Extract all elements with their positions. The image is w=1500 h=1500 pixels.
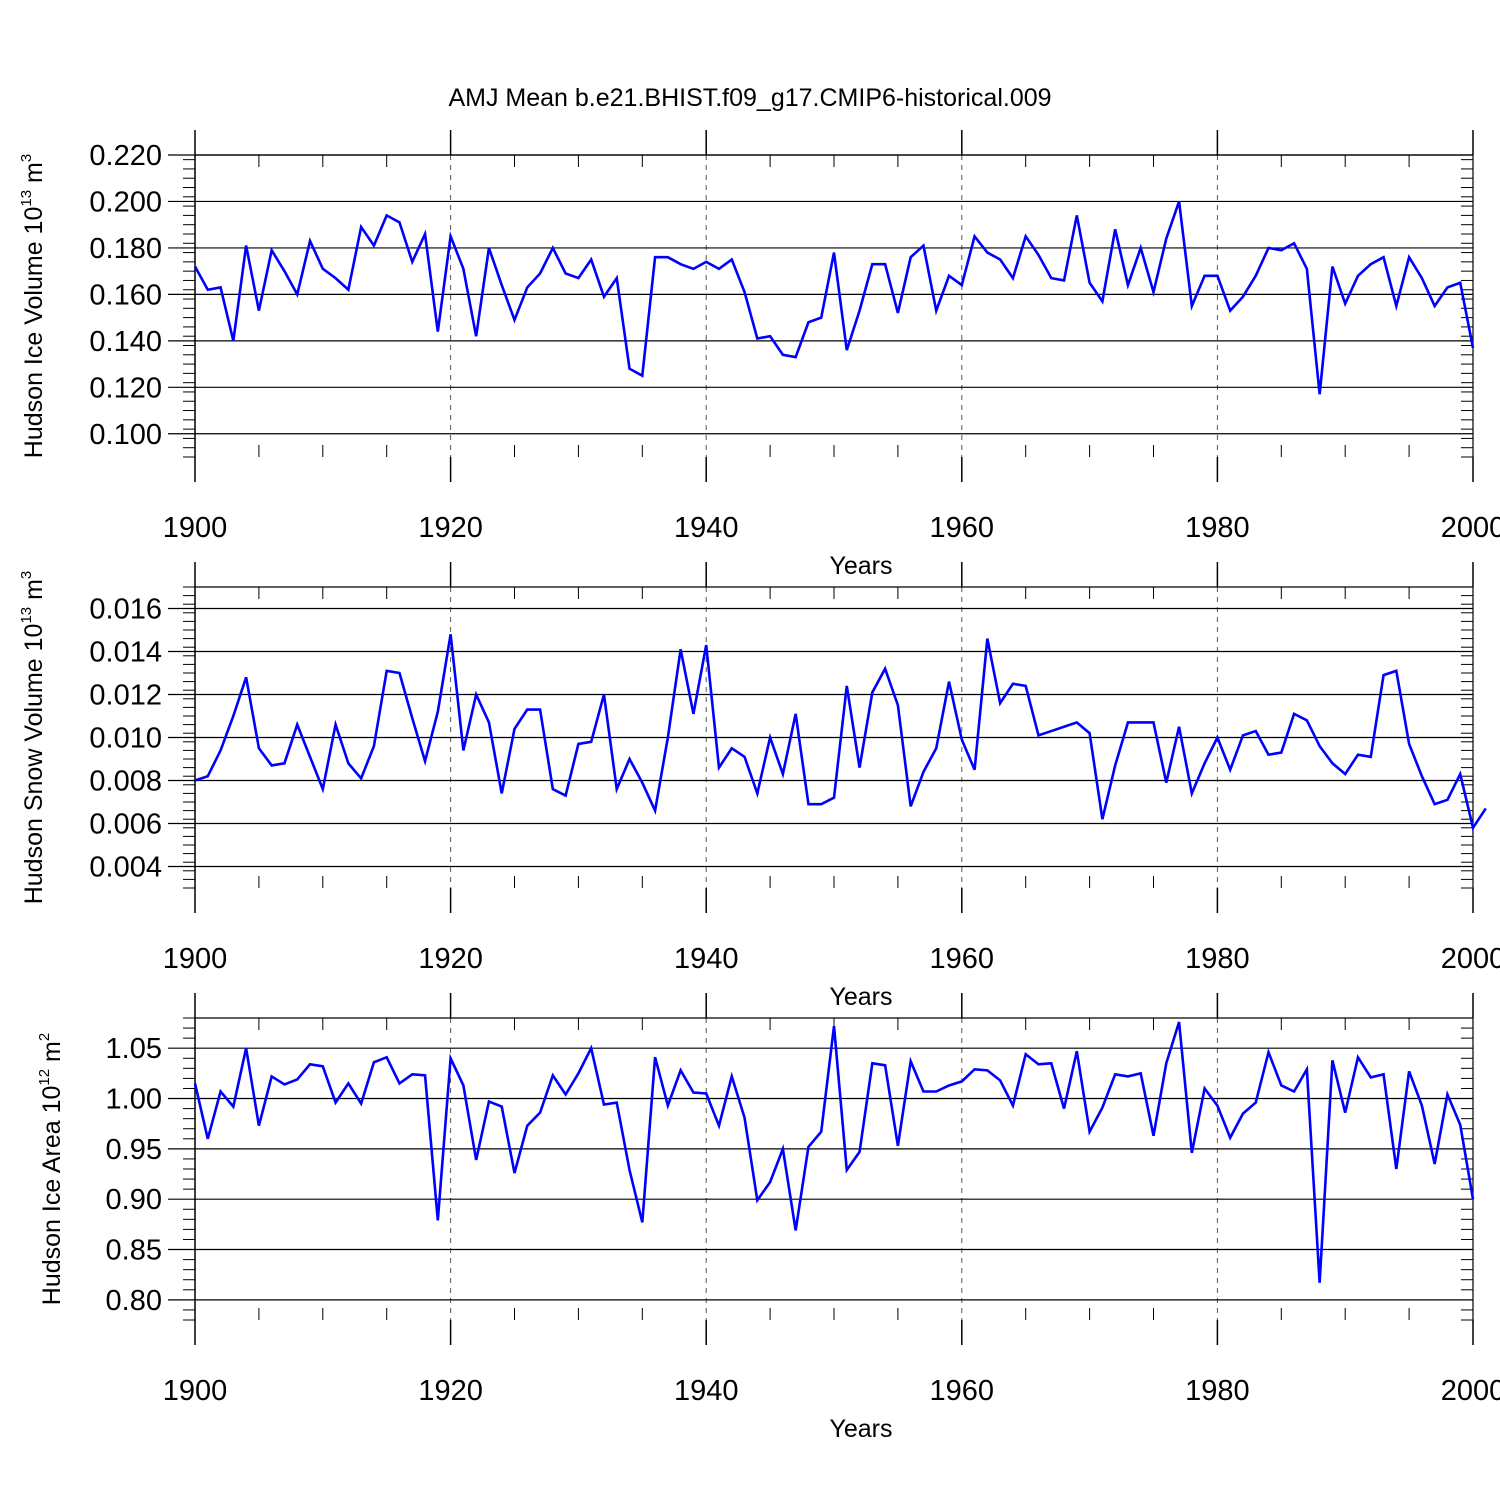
x-tick-label: 2000 [1441, 512, 1500, 544]
x-tick-label: 1940 [674, 1375, 739, 1407]
y-axis-label: Hudson Snow Volume 1013 m3 [18, 571, 48, 905]
y-tick-label: 0.016 [89, 594, 162, 626]
panel-1: 0.100 0.120 0.140 0.160 0.180 0.200 0.220 1900 1… [18, 130, 1500, 580]
y-axis-label-exp: 12 [36, 1069, 53, 1086]
y-tick-label: 0.220 [89, 140, 162, 172]
y-axis-label-base: Hudson Snow Volume 10 [20, 624, 48, 905]
x-tick-label: 1900 [163, 512, 228, 544]
x-tick-label: 1980 [1185, 512, 1250, 544]
x-tick-label: 1960 [930, 1375, 995, 1407]
chart-title: AMJ Mean b.e21.BHIST.f09_g17.CMIP6-histo… [448, 84, 1051, 112]
y-tick-label: 0.006 [89, 809, 162, 841]
x-tick-label: 1980 [1185, 1375, 1250, 1407]
y-axis-label-unit: m [38, 1041, 66, 1069]
y-tick-label: 1.00 [106, 1084, 162, 1116]
y-axis-label-unit-exp: 3 [18, 154, 35, 162]
panel-2: 0.004 0.006 0.008 0.010 0.012 0.014 0.016 1900 1… [18, 562, 1500, 1011]
y-tick-label: 0.120 [89, 372, 162, 404]
y-axis-label-exp: 13 [18, 607, 35, 624]
x-tick-label: 1960 [930, 512, 995, 544]
y-axis-label: Hudson Ice Volume 1013 m3 [18, 154, 48, 458]
y-tick-label: 0.014 [89, 637, 162, 669]
series-line [194, 634, 1487, 832]
x-tick-label: 1960 [930, 943, 995, 975]
x-tick-label: 1900 [163, 1375, 228, 1407]
x-tick-label: 2000 [1441, 943, 1500, 975]
y-tick-label: 0.160 [89, 279, 162, 311]
y-tick-label: 1.05 [106, 1033, 162, 1065]
x-tick-label: 1980 [1185, 943, 1250, 975]
x-tick-label: 1940 [674, 943, 739, 975]
y-axis-label-base: Hudson Ice Volume 10 [20, 207, 48, 459]
panel-3: 0.80 0.85 0.90 0.95 1.00 1.05 1900 1920 1940 1960… [36, 993, 1500, 1443]
y-tick-label: 0.95 [106, 1134, 162, 1166]
x-axis-label: Years [829, 983, 892, 1011]
y-tick-label: 0.85 [106, 1235, 162, 1267]
y-axis-label-unit-exp: 3 [18, 571, 35, 579]
y-tick-label: 0.80 [106, 1285, 162, 1317]
series-line [193, 1021, 1475, 1283]
y-axis-label-unit: m [20, 162, 48, 190]
x-tick-label: 1920 [418, 1375, 483, 1407]
x-tick-label: 1920 [418, 943, 483, 975]
x-tick-label: 1940 [674, 512, 739, 544]
series-line [193, 201, 1475, 395]
y-axis-label: Hudson Ice Area 1012 m2 [36, 1033, 66, 1305]
y-axis-label-exp: 13 [18, 190, 35, 207]
y-tick-label: 0.008 [89, 766, 162, 798]
y-tick-label: 0.100 [89, 419, 162, 451]
y-axis-label-unit-exp: 2 [36, 1033, 53, 1041]
x-axis-label: Years [829, 552, 892, 580]
y-tick-label: 0.010 [89, 723, 162, 755]
y-axis-label-unit: m [20, 579, 48, 607]
x-tick-label: 2000 [1441, 1375, 1500, 1407]
y-tick-label: 0.004 [89, 852, 162, 884]
y-tick-label: 0.200 [89, 186, 162, 218]
x-tick-label: 1900 [163, 943, 228, 975]
y-tick-label: 0.140 [89, 326, 162, 358]
y-tick-label: 0.180 [89, 233, 162, 265]
y-tick-label: 0.90 [106, 1184, 162, 1216]
x-axis-label: Years [829, 1415, 892, 1443]
x-tick-label: 1920 [418, 512, 483, 544]
y-axis-label-base: Hudson Ice Area 10 [38, 1086, 66, 1306]
y-tick-label: 0.012 [89, 680, 162, 712]
